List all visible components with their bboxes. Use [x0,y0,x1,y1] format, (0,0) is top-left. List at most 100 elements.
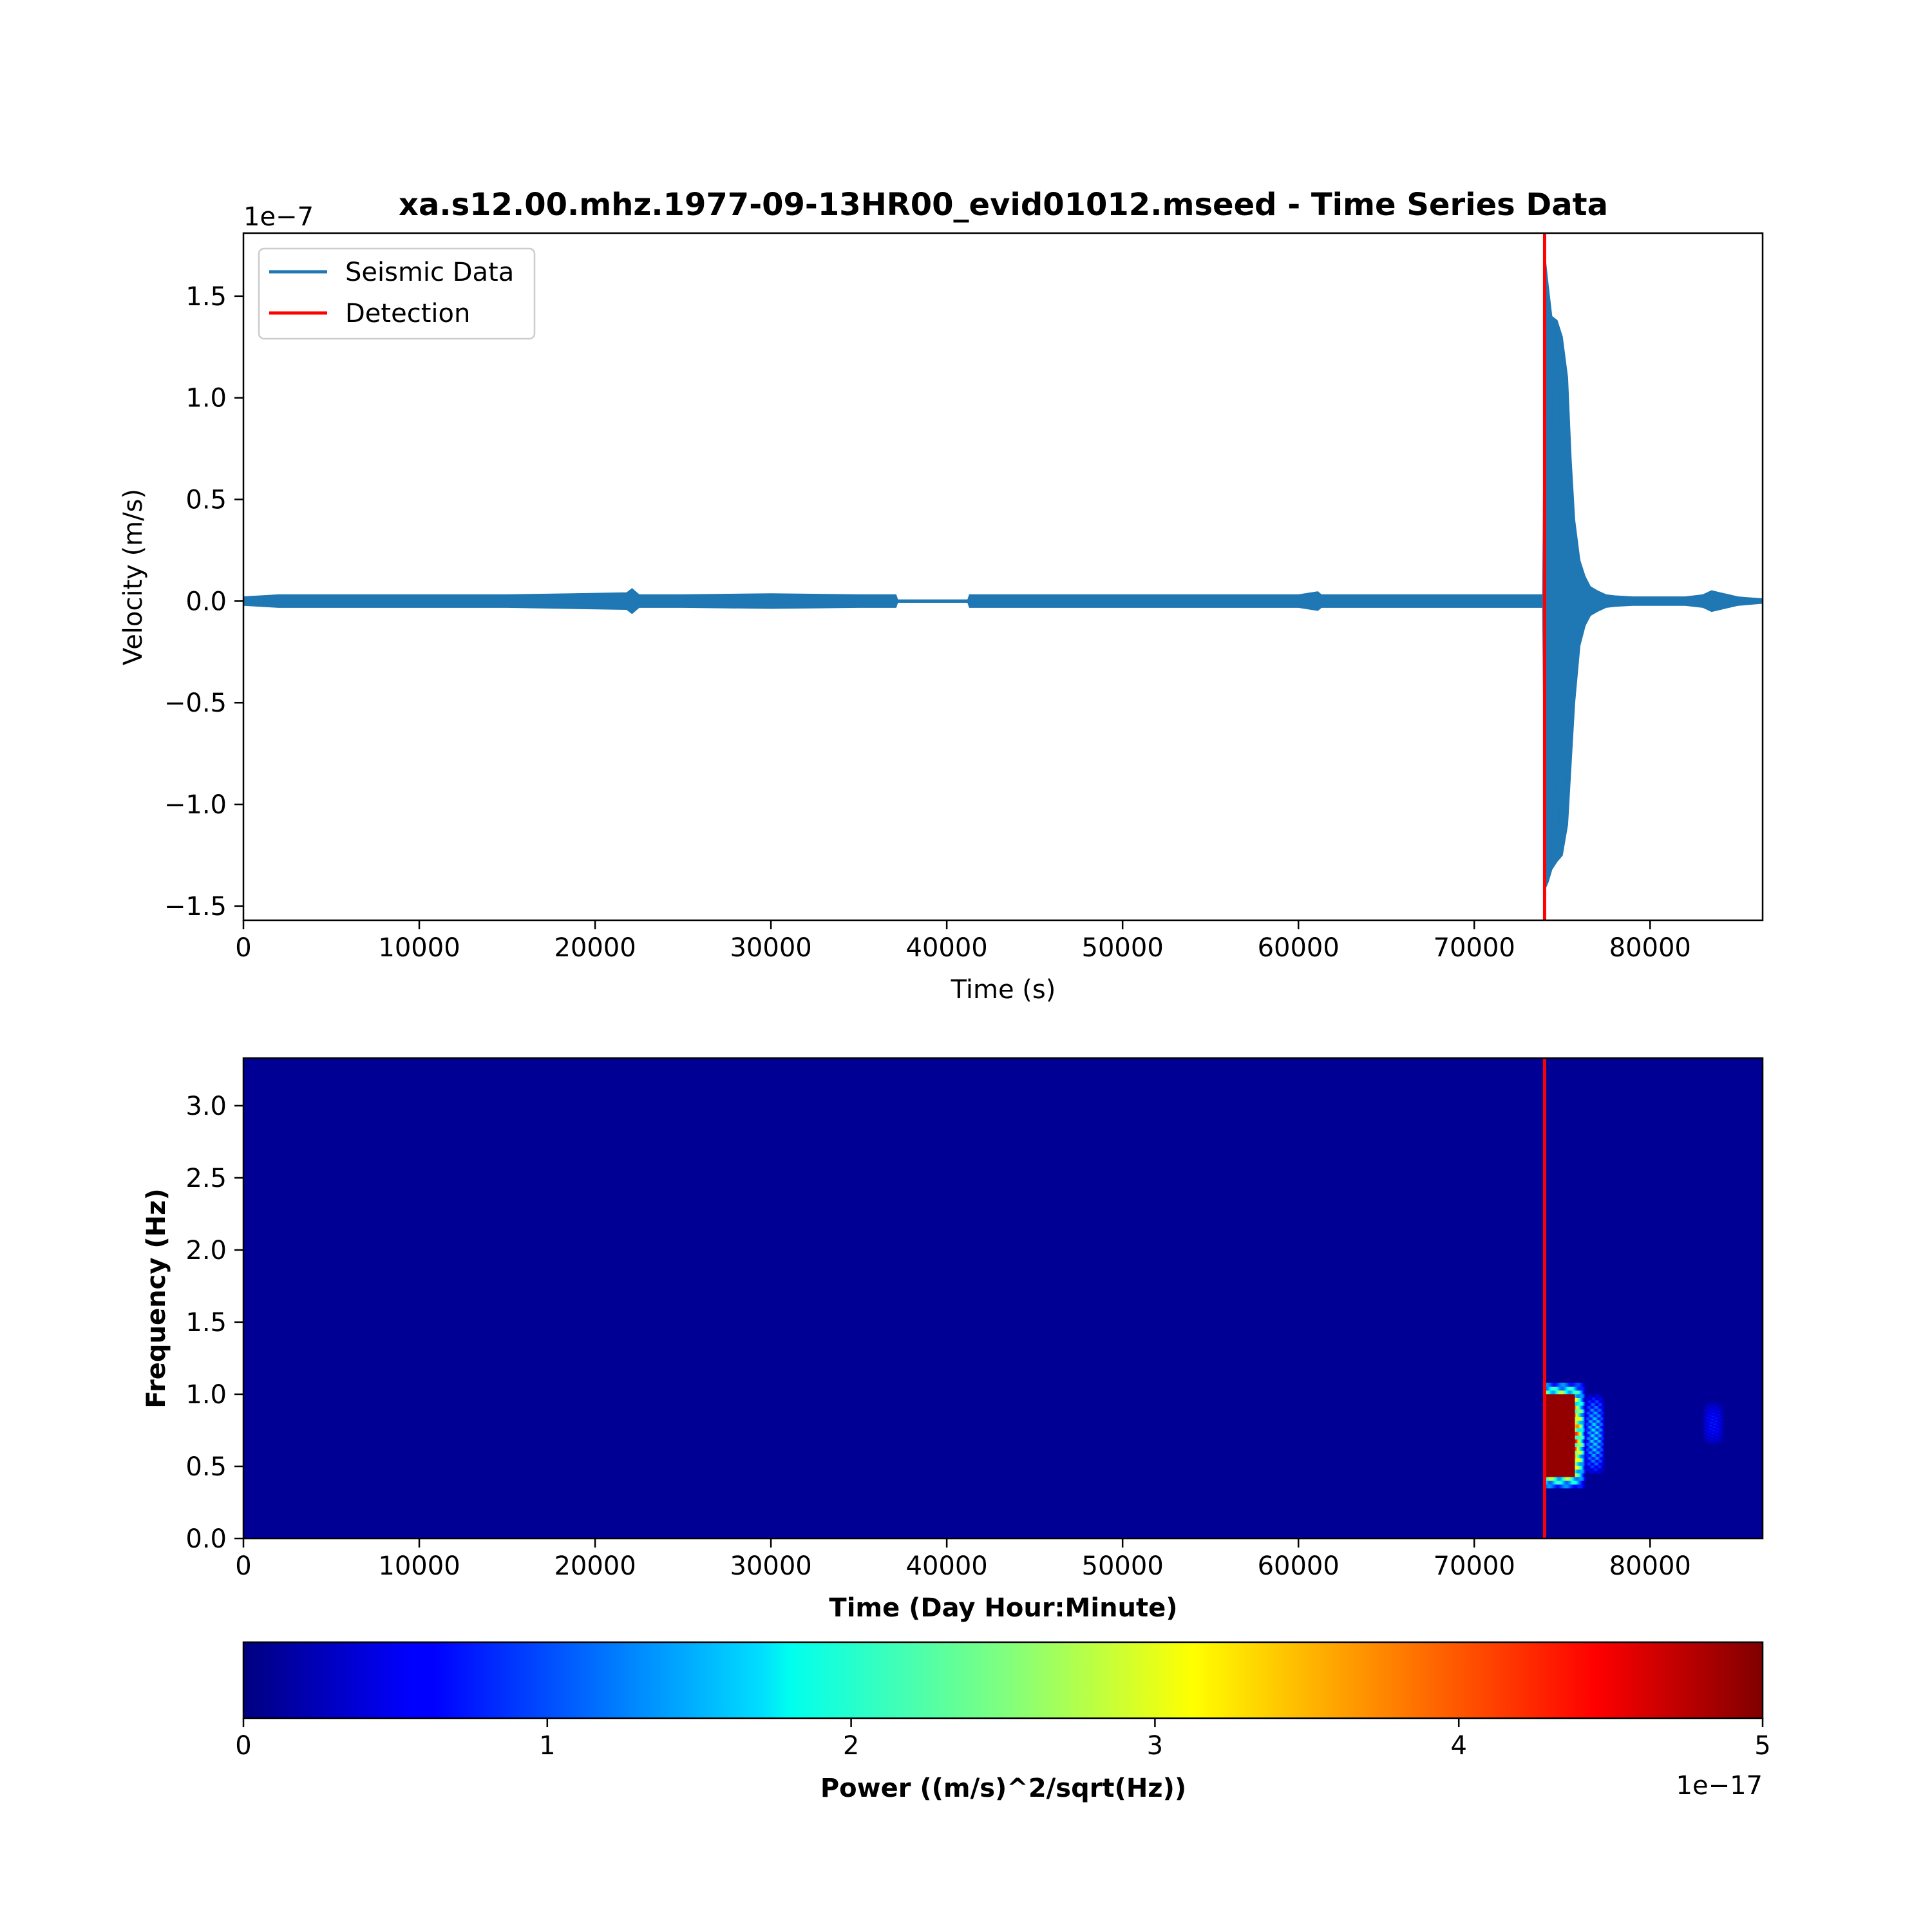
spectrogram-cell [1569,1435,1571,1440]
spectrogram-cell [1710,1409,1712,1412]
spectrogram-cell [1598,1414,1600,1417]
spectrogram-cell [1571,1450,1573,1455]
spectrogram-cell [1706,1412,1708,1414]
spectrogram-cell [1707,1430,1709,1433]
spectrogram-cell [1705,1429,1707,1432]
spectrogram-cell [1591,1419,1593,1423]
spectrogram-cell [1722,1421,1723,1424]
spectrogram-cell [1546,1405,1548,1410]
spectrogram-cell [1716,1405,1717,1406]
spectrogram-cell [1723,1435,1724,1437]
spectrogram-cell [1564,1477,1567,1481]
spectrogram-cell [1561,1465,1563,1470]
spectrogram-cell [1596,1439,1598,1443]
spectrogram-cell [1587,1403,1588,1406]
spectrogram-cell [1557,1457,1558,1463]
spectrogram-cell [1713,1425,1715,1427]
spectrogram-cell [1719,1423,1721,1425]
spectrogram-cell [1592,1397,1593,1401]
spectrogram-cell [1589,1451,1591,1454]
spectrogram-cell [1589,1462,1591,1466]
spectrogram-cell [1705,1440,1707,1443]
spectrogram-cell [1707,1407,1709,1410]
spectrogram-cell [1593,1451,1595,1454]
spectrogram-cell [1712,1443,1714,1445]
spectrogram-cell [1596,1423,1598,1426]
spectrogram-cell [1587,1403,1589,1406]
spectrogram-cell [1584,1383,1586,1387]
spectrogram-cell [1717,1429,1719,1432]
spectrogram-cell [1564,1477,1566,1481]
spectrogram-cell [1712,1417,1714,1419]
spectrogram-cell [1716,1428,1717,1430]
spectrogram-cell [1719,1437,1721,1439]
spectrogram-cell [1589,1419,1591,1423]
spectrogram-cell [1722,1440,1723,1443]
spectrogram-cell [1568,1439,1570,1444]
spectrogram-cell [1600,1403,1601,1406]
spectrogram-cell [1588,1439,1589,1443]
spectrogram-cell [1589,1394,1591,1397]
spectrogram-cell [1589,1445,1591,1449]
spectrogram-cell [1714,1438,1715,1441]
spectrogram-cell [1715,1429,1716,1432]
spectrogram-cell [1717,1407,1718,1410]
spectrogram-cell [1720,1423,1721,1425]
spectrogram-cell [1589,1399,1591,1403]
spectrogram-cell [1571,1443,1573,1447]
spectrogram-cell [1601,1445,1602,1449]
spectrogram-cell [1562,1480,1564,1485]
spectrogram-cell [1713,1406,1715,1408]
spectrogram-cell [1708,1420,1709,1422]
spectrogram-cell [1709,1429,1710,1432]
spectrogram-cell [1576,1435,1578,1440]
spectrogram-cell [1596,1454,1598,1457]
spectrogram-cell [1718,1415,1720,1417]
spectrogram-cell [1592,1403,1593,1406]
spectrogram-cell [1710,1414,1712,1416]
spectrogram-cell [1710,1405,1711,1406]
spectrogram-cell [1601,1403,1602,1406]
spectrogram-cell [1709,1441,1710,1444]
spectrogram-cell [1551,1450,1553,1455]
spectrogram-cell [1560,1480,1562,1485]
spectrogram-cell [1564,1454,1567,1459]
spectrogram-cell [1552,1443,1554,1447]
spectrogram-cell [1595,1437,1596,1440]
spectrogram-cell [1712,1430,1714,1433]
spectrogram-cell [1602,1468,1604,1472]
spectrogram-cell [1582,1454,1584,1459]
spectrogram-cell [1555,1424,1558,1428]
colorbar-offset-label: 1e−17 [1676,1771,1763,1801]
spectrogram-cell [1600,1445,1602,1449]
spectrogram-cell [1584,1428,1586,1432]
spectrogram-cell [1566,1454,1567,1459]
spectrogram-cell [1559,1386,1561,1391]
spectrogram-cell [1582,1401,1584,1406]
time-series-y-axis-label: Velocity (m/s) [118,489,148,665]
spectrogram-cell [1712,1429,1714,1432]
spectrogram-cell [1707,1417,1709,1419]
spectrogram-cell [1561,1394,1563,1398]
spectrogram-cell [1585,1411,1586,1415]
spectrogram-cell [1548,1469,1549,1473]
spectrogram-cell [1704,1407,1706,1410]
spectrogram-cell [1546,1424,1549,1428]
spectrogram-cell [1714,1438,1716,1441]
spectrogram-cell [1580,1461,1582,1466]
spectrogram-cell [1717,1415,1718,1417]
spectrogram-cell [1591,1399,1593,1403]
spectrogram-cell [1582,1401,1584,1406]
spectrogram-cell [1722,1412,1723,1414]
colorbar-tick-label: 2 [843,1731,859,1761]
spectrogram-cell [1564,1386,1567,1391]
spectrogram-cell [1557,1405,1558,1410]
spectrogram-cell [1555,1465,1558,1470]
spectrogram-cell [1582,1386,1584,1391]
spectrogram-cell [1709,1428,1710,1430]
spectrogram-cell [1710,1407,1711,1410]
spectrogram-cell [1713,1437,1715,1439]
spectrogram-cell [1707,1425,1708,1427]
spectrogram-cell [1567,1424,1569,1428]
spectrogram-cell [1717,1428,1718,1430]
